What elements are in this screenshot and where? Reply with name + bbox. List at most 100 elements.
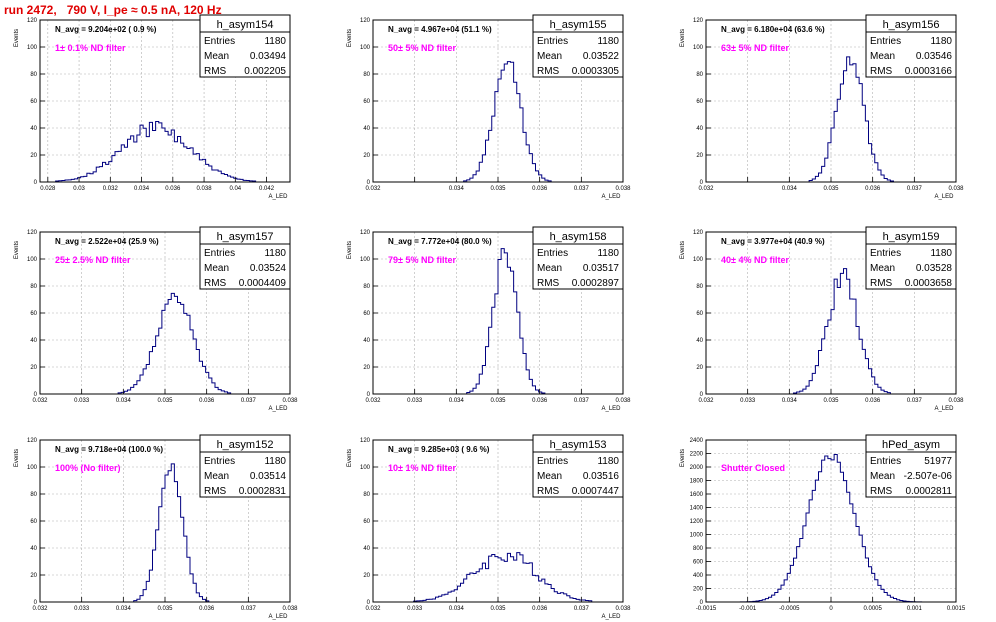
y-axis-label: Events <box>14 241 20 259</box>
stats-key-rms: RMS <box>870 66 893 77</box>
x-tick-label: 0.038 <box>282 606 298 612</box>
stats-key-mean: Mean <box>204 51 229 62</box>
y-tick-label: 80 <box>30 284 37 290</box>
x-tick-label: 0.028 <box>40 186 56 192</box>
x-tick-label: 0.034 <box>449 606 465 612</box>
stats-value-mean: 0.03494 <box>250 51 287 62</box>
y-tick-label: 1000 <box>690 533 704 539</box>
y-tick-label: 40 <box>696 338 703 344</box>
stats-value-rms: 0.0002897 <box>572 278 620 289</box>
y-tick-label: 80 <box>363 284 370 290</box>
x-tick-label: 0.034 <box>449 186 465 192</box>
histogram-name: h_asym154 <box>217 19 274 31</box>
x-tick-label: 0.034 <box>782 398 798 404</box>
filter-annotation: 40± 4% ND filter <box>721 255 789 265</box>
x-tick-label: 0.035 <box>823 398 839 404</box>
stats-box <box>199 31 291 78</box>
stats-value-mean: -2.507e-06 <box>904 471 953 482</box>
y-tick-label: 1400 <box>690 506 704 512</box>
x-tick-label: 0.037 <box>907 398 923 404</box>
stats-value-entries: 1180 <box>264 36 286 47</box>
y-tick-label: 20 <box>363 573 370 579</box>
y-tick-label: 120 <box>27 230 38 236</box>
y-tick-label: 60 <box>363 311 370 317</box>
stats-value-mean: 0.03517 <box>583 263 620 274</box>
x-tick-label: 0.035 <box>490 606 506 612</box>
histogram-name: hPed_asym <box>882 439 940 451</box>
x-tick-label: 0.032 <box>365 606 381 612</box>
stats-key-mean: Mean <box>870 51 895 62</box>
y-tick-label: 0 <box>700 180 704 186</box>
y-tick-label: 120 <box>693 18 704 24</box>
x-tick-label: 0.034 <box>116 398 132 404</box>
navg-label: N_avg = 9.718e+04 (100.0 %) <box>55 445 163 454</box>
x-tick-label: 0 <box>829 606 833 612</box>
y-tick-label: 40 <box>363 338 370 344</box>
y-tick-label: 120 <box>693 230 704 236</box>
stats-key-entries: Entries <box>870 248 901 259</box>
stats-key-entries: Entries <box>204 36 235 47</box>
histogram-name: h_asym159 <box>883 231 940 243</box>
stats-value-entries: 1180 <box>264 456 286 467</box>
x-tick-label: 0.036 <box>865 398 881 404</box>
filter-annotation: 50± 5% ND filter <box>388 43 456 53</box>
histogram-name: h_asym153 <box>550 439 607 451</box>
y-tick-label: 20 <box>363 365 370 371</box>
stats-box <box>865 451 957 498</box>
y-tick-label: 40 <box>30 338 37 344</box>
x-axis-label: A_LED <box>268 406 288 412</box>
y-tick-label: 100 <box>360 465 371 471</box>
x-tick-label: 0.037 <box>907 186 923 192</box>
stats-value-mean: 0.03528 <box>916 263 953 274</box>
stats-value-entries: 1180 <box>264 248 286 259</box>
y-tick-label: 2400 <box>690 438 704 444</box>
x-tick-label: 0.033 <box>740 398 756 404</box>
stats-value-rms: 0.0007447 <box>572 486 620 497</box>
y-axis-label: Events <box>14 449 20 467</box>
stats-key-rms: RMS <box>204 66 227 77</box>
x-tick-label: 0.036 <box>865 186 881 192</box>
navg-label: N_avg = 4.967e+04 (51.1 %) <box>388 25 492 34</box>
y-tick-label: 200 <box>693 587 704 593</box>
x-tick-label: 0.032 <box>365 398 381 404</box>
y-tick-label: 0 <box>367 180 371 186</box>
x-tick-label: 0.033 <box>407 606 423 612</box>
x-axis-label: A_LED <box>601 614 621 620</box>
y-tick-label: 80 <box>363 492 370 498</box>
stats-value-rms: 0.0004409 <box>239 278 287 289</box>
x-axis-label: A_LED <box>268 194 288 200</box>
histogram-panel-h_asym153: 0.032 0.033 0.034 0.035 0.036 0.037 0.038 0 20 40… <box>347 434 631 620</box>
x-tick-label: 0.0005 <box>863 606 882 612</box>
x-tick-label: 0.04 <box>229 186 241 192</box>
stats-value-mean: 0.03522 <box>583 51 620 62</box>
x-tick-label: 0.037 <box>574 606 590 612</box>
x-tick-label: 0.038 <box>615 398 631 404</box>
stats-box <box>532 31 624 78</box>
stats-key-mean: Mean <box>870 471 895 482</box>
y-tick-label: 0 <box>700 392 704 398</box>
x-tick-label: 0.032 <box>698 186 714 192</box>
histogram-panel-hPed_asym: -0.0015 -0.001 -0.0005 0 0.0005 0.001 0.0015 0 2… <box>680 434 966 612</box>
histogram-line <box>373 552 623 603</box>
stats-key-rms: RMS <box>870 486 893 497</box>
stats-value-entries: 1180 <box>930 36 952 47</box>
y-tick-label: 2200 <box>690 452 704 458</box>
y-tick-label: 40 <box>30 546 37 552</box>
histogram-name: h_asym152 <box>217 439 274 451</box>
stats-key-rms: RMS <box>537 66 560 77</box>
x-tick-label: 0.036 <box>199 606 215 612</box>
x-tick-label: 0.032 <box>32 398 48 404</box>
y-tick-label: 100 <box>693 257 704 263</box>
y-tick-label: 60 <box>30 99 37 105</box>
y-tick-label: 20 <box>30 573 37 579</box>
stats-box <box>865 243 957 290</box>
y-tick-label: 40 <box>30 126 37 132</box>
y-tick-label: 100 <box>693 45 704 51</box>
x-tick-label: 0.035 <box>823 186 839 192</box>
y-tick-label: 0 <box>367 392 371 398</box>
filter-annotation: 25± 2.5% ND filter <box>55 255 131 265</box>
stats-value-rms: 0.0003166 <box>905 66 953 77</box>
histogram-panel-h_asym156: 0.032 0.034 0.035 0.036 0.037 0.038 0 20 40 60 80 1… <box>680 14 964 200</box>
x-tick-label: 0.034 <box>782 186 798 192</box>
stats-key-rms: RMS <box>204 278 227 289</box>
